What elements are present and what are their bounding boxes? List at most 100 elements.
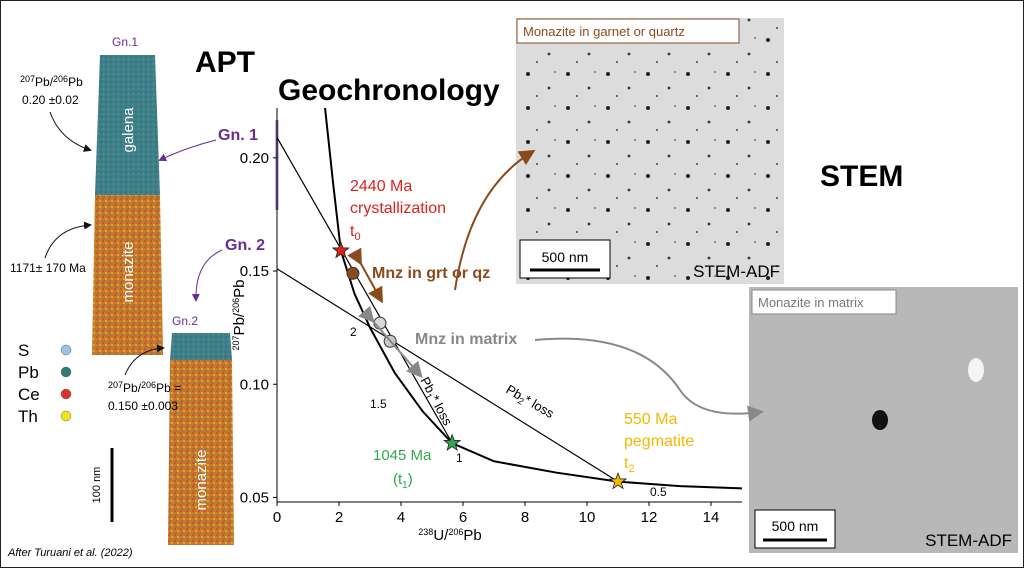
curve-label: 2 — [350, 325, 357, 339]
star-point — [331, 241, 351, 259]
x-tick-label: 10 — [579, 509, 596, 526]
text: ) — [408, 471, 413, 488]
sup: 206 — [141, 380, 156, 390]
galena-volume-2 — [170, 333, 232, 360]
sup: 206 — [53, 74, 68, 84]
text: t — [350, 223, 355, 240]
arrow — [358, 305, 423, 379]
apt-title: APT — [195, 46, 255, 79]
arrow — [49, 111, 92, 152]
ratio-2: 207Pb/206Pb = — [108, 380, 181, 395]
gn1-label: Gn.1 — [112, 35, 138, 49]
x-tick-label: 4 — [397, 509, 405, 526]
star-point — [442, 433, 462, 451]
text: Pb — [504, 382, 525, 403]
scale-box — [519, 239, 611, 279]
discordia-line — [276, 268, 619, 483]
x-tick-label: 6 — [459, 509, 467, 526]
stem-1-label: Monazite in garnet or quartz — [523, 24, 685, 39]
scale-label: 100 nm — [91, 467, 103, 504]
matrix-label: Mnz in matrix — [415, 331, 517, 348]
scale-box — [754, 509, 836, 549]
legend-swatch — [60, 410, 72, 422]
sub: 1 — [402, 480, 408, 491]
sup: 207 — [20, 74, 35, 84]
legend-label: Ce — [18, 385, 40, 404]
y-tick-label: 0.15 — [240, 263, 269, 280]
legend-swatch — [60, 388, 72, 400]
curve-label: 1 — [456, 451, 463, 465]
y-tick-label: 0.20 — [240, 150, 269, 167]
monazite-label-2: monazite — [193, 450, 210, 511]
grt-label: Mnz in grt or qz — [372, 265, 490, 282]
arrow — [347, 247, 383, 304]
arrow — [191, 249, 223, 302]
stem-2-label: Monazite in matrix — [758, 295, 864, 310]
x-tick-label: 0 — [273, 509, 281, 526]
element-legend: S Pb Ce Th — [18, 341, 72, 426]
t2-age: 550 Ma — [624, 411, 677, 428]
monazite-label: monazite — [120, 242, 137, 303]
t2: t2 — [624, 455, 635, 475]
y-axis-label: 207Pb/206Pb — [231, 280, 248, 351]
text: Pb — [231, 280, 248, 298]
text: Pb — [68, 75, 83, 89]
inclusion — [968, 358, 984, 382]
legend-swatch — [60, 366, 72, 378]
legend-swatch — [60, 344, 72, 356]
arrow — [124, 344, 165, 376]
stem-1-scale: 500 nm — [542, 249, 589, 265]
y-tick-label: 0.05 — [240, 489, 269, 506]
x-tick-label: 2 — [335, 509, 343, 526]
sup: 207 — [108, 380, 123, 390]
sub: 0 — [354, 231, 360, 243]
chart-title: Geochronology — [278, 74, 500, 107]
ratio-2-value: 0.150 ±0.003 — [108, 399, 178, 413]
curve-label: 0.5 — [650, 485, 667, 499]
age-1: 1171± 170 Ma — [10, 261, 86, 275]
sup: 238 — [418, 527, 433, 537]
sup: 206 — [231, 298, 241, 313]
legend-label: S — [18, 341, 29, 360]
galena-label: galena — [120, 107, 137, 153]
inclusion — [872, 410, 888, 430]
stem-title: STEM — [820, 160, 903, 193]
text: Pb/ — [123, 381, 142, 395]
gn2-annotation: Gn. 2 — [225, 237, 265, 254]
text: U/ — [433, 527, 449, 544]
t1-age: 1045 Ma — [373, 447, 432, 464]
t0-age: 2440 Ma — [350, 178, 412, 195]
credit: After Turuani et al. (2022) — [7, 547, 133, 559]
sub: 2 — [628, 463, 634, 475]
stem-2-scale: 500 nm — [772, 518, 819, 534]
gn1-annotation: Gn. 1 — [218, 127, 258, 144]
galena-volume — [95, 55, 160, 195]
ratio-1: 207Pb/206Pb — [20, 74, 83, 89]
t2-label: pegmatite — [624, 433, 694, 450]
label-box — [751, 289, 897, 315]
sup: 207 — [231, 335, 241, 350]
legend-label: Th — [18, 407, 38, 426]
stem-1-mode: STEM-ADF — [693, 262, 780, 281]
gn2-label: Gn.2 — [172, 314, 198, 328]
y-tick-label: 0.10 — [240, 376, 269, 393]
sup: 206 — [448, 527, 463, 537]
sub: 1 — [423, 392, 434, 401]
t0-label: crystallization — [350, 200, 446, 217]
t0: t0 — [350, 223, 361, 243]
curve-label: 1.5 — [370, 397, 387, 411]
text: Pb/ — [35, 75, 54, 89]
text: Pb — [463, 527, 481, 544]
x-axis-label: 238U/206Pb — [418, 527, 481, 544]
x-tick-label: 8 — [521, 509, 529, 526]
monazite-volume-2 — [168, 360, 234, 545]
legend-label: Pb — [18, 363, 39, 382]
ratio-1-value: 0.20 ±0.02 — [22, 93, 79, 107]
label-box — [516, 18, 740, 44]
arrow — [44, 221, 92, 259]
data-point — [346, 266, 360, 280]
text: Pb — [417, 374, 438, 395]
text: Pb/ — [231, 312, 248, 335]
star-point — [608, 471, 628, 490]
